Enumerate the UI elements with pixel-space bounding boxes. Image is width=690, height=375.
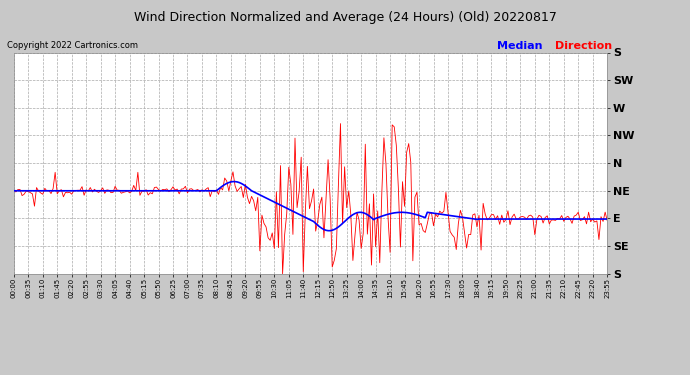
Text: Copyright 2022 Cartronics.com: Copyright 2022 Cartronics.com [7,41,138,50]
Text: Direction: Direction [555,41,613,51]
Text: Median: Median [497,41,542,51]
Text: Wind Direction Normalized and Average (24 Hours) (Old) 20220817: Wind Direction Normalized and Average (2… [134,11,556,24]
